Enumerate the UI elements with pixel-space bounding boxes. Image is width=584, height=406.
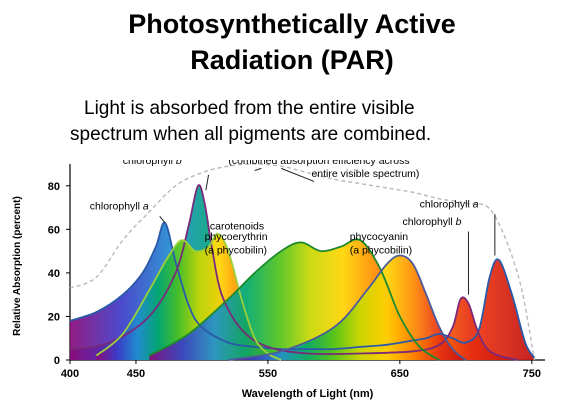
- x-tick-label: 750: [523, 368, 541, 380]
- x-tick-label: 450: [127, 368, 145, 380]
- annotation-text: entire visible spectrum): [311, 168, 419, 180]
- annotation-text: (a phycobilin): [350, 244, 412, 256]
- annotation-10: chlorophyll b: [403, 216, 462, 228]
- leader-line: [159, 215, 166, 224]
- annotation-italic-suffix: a: [143, 201, 149, 213]
- annotation-text: chlorophyll: [403, 216, 456, 228]
- annotation-3: chlorophyll a: [90, 201, 149, 213]
- absorption-spectrum-chart: 400 450 550 650 750 0 20 40 60 80 Wavelength of Li…: [12, 160, 545, 400]
- leader-line: [205, 174, 210, 191]
- annotation-text: chlorophyll: [420, 199, 473, 211]
- x-tick-label: 400: [61, 368, 79, 380]
- series-line-1: [69, 221, 536, 359]
- y-axis-label: Relative Absorption (percent): [12, 196, 23, 336]
- annotation-6: (a phycobilin): [205, 244, 267, 256]
- slide-title: Photosynthetically Active Radiation (PAR…: [0, 6, 584, 78]
- annotation-text: chlorophyll: [123, 160, 176, 167]
- annotation-0: (combined absorption efficiency across: [228, 160, 409, 167]
- annotation-9: chlorophyll a: [420, 199, 479, 211]
- annotation-text: chlorophyll: [90, 201, 143, 213]
- x-axis-label: Wavelength of Light (nm): [242, 388, 374, 400]
- series-line-4: [148, 238, 440, 361]
- slide-subtitle-line-1: Light is absorbed from the entire visibl…: [84, 98, 415, 119]
- annotation-2: chlorophyll b: [123, 160, 182, 167]
- slide-subtitle-line-2: spectrum when all pigments are combined.: [70, 124, 432, 145]
- annotation-text: phycocyanin: [350, 231, 409, 243]
- leader-line: [254, 167, 262, 172]
- slide-title-line-1: Photosynthetically Active: [128, 9, 456, 39]
- annotation-1: entire visible spectrum): [311, 168, 419, 180]
- y-tick-label: 80: [48, 181, 60, 193]
- slide-title-line-2: Radiation (PAR): [190, 45, 394, 75]
- y-tick-label: 0: [54, 355, 60, 367]
- x-tick-label: 550: [259, 368, 277, 380]
- y-tick-label: 60: [48, 224, 60, 236]
- annotation-italic-suffix: b: [176, 160, 182, 167]
- y-tick-label: 20: [48, 311, 60, 323]
- x-tick-label: 650: [391, 368, 409, 380]
- series-line-3: [95, 232, 282, 361]
- annotation-8: (a phycobilin): [350, 244, 412, 256]
- annotation-italic-suffix: a: [473, 199, 479, 211]
- annotation-text: carotenoids: [210, 220, 264, 232]
- series-line-2: [69, 184, 519, 361]
- annotation-7: phycocyanin: [350, 231, 409, 243]
- y-tick-label: 40: [48, 268, 60, 280]
- annotation-text: phycoerythrin: [205, 231, 268, 243]
- series-line-0: [69, 163, 536, 361]
- annotation-5: phycoerythrin: [205, 231, 268, 243]
- series-area-5: [228, 255, 466, 360]
- slide-subtitle: Light is absorbed from the entire visibl…: [60, 96, 560, 148]
- annotation-italic-suffix: b: [456, 216, 462, 228]
- series-line-5: [228, 254, 467, 361]
- annotation-text: (combined absorption efficiency across: [228, 160, 409, 167]
- annotation-text: (a phycobilin): [205, 244, 267, 256]
- leader-line: [280, 167, 315, 182]
- annotation-4: carotenoids: [210, 220, 264, 232]
